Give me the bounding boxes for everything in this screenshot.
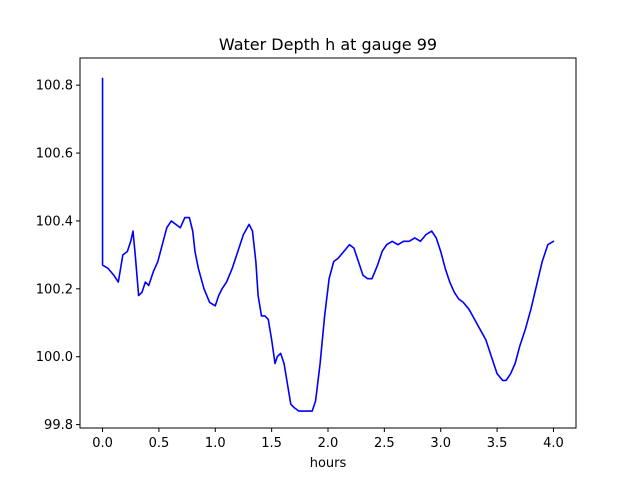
x-axis-ticks: 0.0 0.5 1.0 1.5 2.0 2.5 3.0 3.5 4.0: [92, 428, 564, 451]
x-tick-label: 3.0: [430, 436, 451, 451]
y-tick-label: 100.4: [36, 214, 73, 229]
y-axis-ticks: 99.8 100.0 100.2 100.4 100.6 100.8: [36, 79, 80, 433]
x-tick-label: 0.0: [92, 436, 113, 451]
series-layer: [101, 77, 555, 412]
y-tick-label: 100.2: [36, 282, 73, 297]
x-tick-label: 2.5: [374, 436, 395, 451]
x-tick-label: 1.5: [261, 436, 282, 451]
chart-title: Water Depth h at gauge 99: [219, 35, 437, 54]
x-tick-label: 4.0: [543, 436, 564, 451]
y-tick-label: 100.0: [36, 350, 73, 365]
y-tick-label: 100.8: [36, 79, 73, 94]
x-tick-label: 2.0: [318, 436, 339, 451]
y-tick-label: 100.6: [36, 147, 73, 162]
x-axis-label: hours: [310, 456, 347, 471]
series-line-0: [101, 77, 555, 412]
x-tick-label: 0.5: [149, 436, 170, 451]
x-tick-label: 1.0: [205, 436, 226, 451]
x-tick-label: 3.5: [487, 436, 508, 451]
y-tick-label: 99.8: [44, 418, 73, 433]
